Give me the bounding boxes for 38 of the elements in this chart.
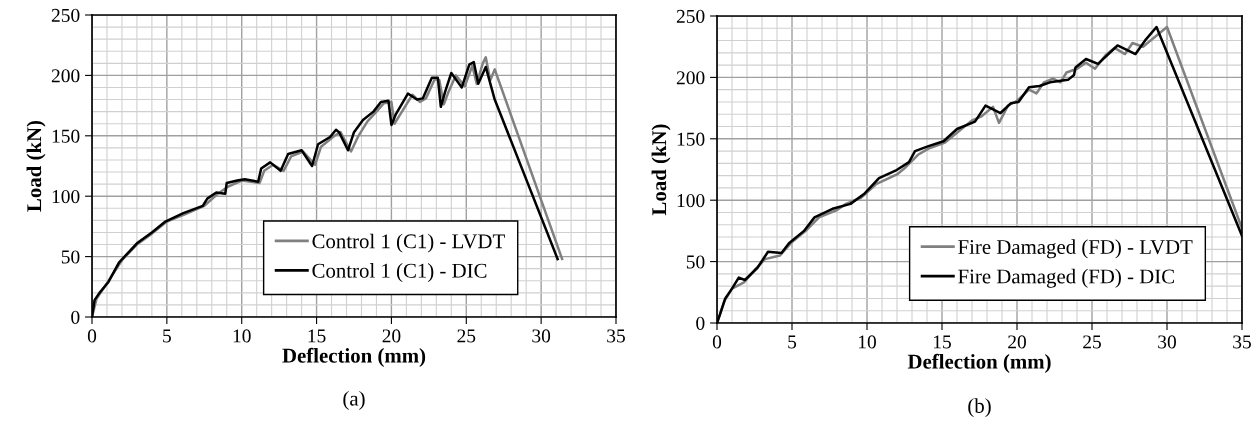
y-tick-label: 150	[52, 129, 80, 143]
text: (b)	[968, 398, 991, 418]
legend-label: Fire Damaged (FD) - LVDT	[958, 239, 1193, 259]
x-tick-label: 25	[457, 329, 476, 343]
x-tick-label: 5	[163, 329, 171, 343]
x-tick-label: 5	[788, 335, 797, 349]
x-tick-label: 15	[933, 335, 951, 349]
legend-label: Control 1 (C1) - DIC	[312, 263, 487, 282]
y-tick-label: 150	[677, 132, 705, 146]
x-tick-label: 35	[1233, 335, 1251, 349]
x-tick-label: 10	[858, 335, 876, 349]
legend-label: Fire Damaged (FD) - DIC	[958, 268, 1174, 288]
x-tick-label: 30	[1158, 335, 1176, 349]
x-tick-label: 10	[233, 329, 251, 343]
x-tick-label: 25	[1083, 335, 1101, 349]
y-tick-label: 200	[51, 69, 80, 83]
x-tick-label: 20	[382, 329, 401, 343]
y-tick-label: 100	[52, 190, 80, 204]
x-tick-label: 30	[532, 329, 551, 343]
y-tick-label: 0	[696, 316, 705, 330]
legend-label: Control 1 (C1) - LVDT	[312, 233, 505, 253]
y-axis-title: Load (kN)	[651, 124, 671, 216]
y-tick-label: 0	[71, 310, 80, 324]
y-axis-title: Load (kN)	[26, 120, 46, 212]
y-tick-label: 50	[61, 250, 80, 264]
x-tick-label: 0	[87, 329, 97, 343]
x-tick-label: 35	[607, 329, 625, 343]
y-tick-label: 250	[676, 9, 705, 23]
x-tick-label: 15	[308, 329, 326, 343]
x-tick-label: 20	[1008, 335, 1026, 349]
y-tick-label: 50	[686, 255, 705, 269]
x-tick-label: 0	[712, 335, 722, 349]
x-axis-title: Deflection (mm)	[907, 353, 1051, 373]
y-tick-label: 100	[677, 194, 705, 208]
y-tick-label: 200	[676, 71, 705, 85]
text: (a)	[343, 390, 365, 410]
x-axis-title: Deflection (mm)	[282, 347, 426, 367]
y-tick-label: 250	[51, 8, 80, 22]
